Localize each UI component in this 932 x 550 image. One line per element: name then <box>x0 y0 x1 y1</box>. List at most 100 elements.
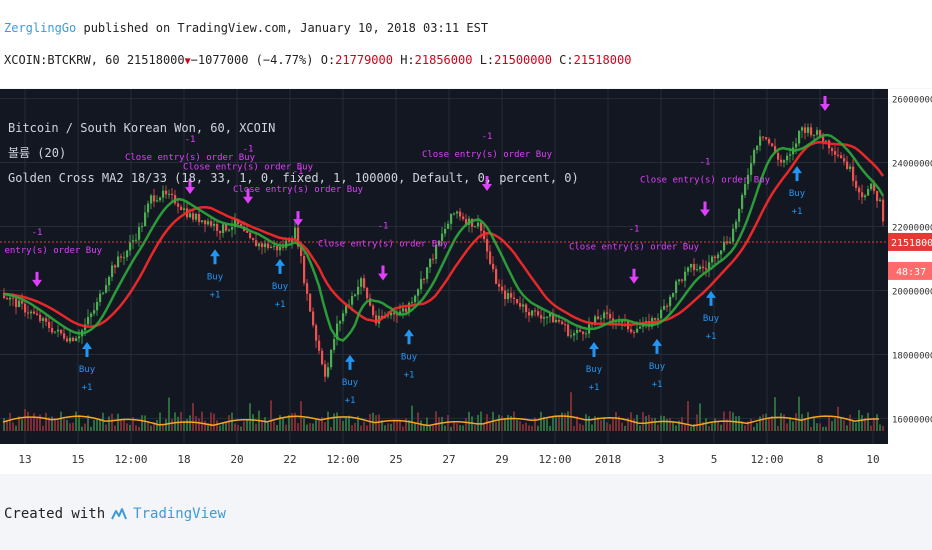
candle-body <box>387 315 390 317</box>
candle-body <box>861 192 864 198</box>
volume-bar <box>165 419 167 431</box>
candle-body <box>711 256 714 263</box>
buy-signal[interactable]: Buy +1 <box>342 354 359 406</box>
candle-body <box>18 300 21 308</box>
volume-bar <box>786 423 788 431</box>
volume-bar <box>168 397 170 431</box>
volume-bar <box>411 405 413 431</box>
candle-body <box>135 239 138 241</box>
candle-body <box>813 134 816 136</box>
volume-bar <box>810 426 812 431</box>
volume-bar <box>792 421 794 431</box>
volume-bar <box>393 419 395 431</box>
close-signal-qty: -1 <box>243 145 254 155</box>
volume-bar <box>690 426 692 431</box>
candle-body <box>558 319 561 322</box>
candle-body <box>180 206 183 210</box>
volume-bar <box>48 417 50 431</box>
volume-bar <box>783 414 785 431</box>
time-axis[interactable] <box>0 444 888 474</box>
created-with-label: Created with <box>4 506 106 522</box>
candle-body <box>144 212 147 227</box>
volume-bar <box>42 425 44 431</box>
close-arrow-icon <box>820 95 830 111</box>
candle-body <box>102 292 105 294</box>
tradingview-brand-link[interactable]: TradingView <box>133 506 226 522</box>
y-tick-label: 16000000 <box>892 415 932 425</box>
buy-signal[interactable]: Buy +1 <box>789 166 806 217</box>
candle-body <box>732 228 735 242</box>
volume-bar <box>93 419 95 431</box>
plot-area[interactable] <box>0 89 888 444</box>
volume-bar <box>744 425 746 431</box>
candle-body <box>279 246 282 251</box>
volume-bar <box>750 418 752 431</box>
candle-body <box>687 267 690 272</box>
volume-bar <box>3 418 5 431</box>
candle-body <box>702 266 705 269</box>
author-link[interactable]: ZerglingGo <box>4 21 77 35</box>
volume-bar <box>129 424 131 431</box>
volume-bar <box>879 424 881 431</box>
volume-bar <box>606 422 608 431</box>
volume-bar <box>453 421 455 431</box>
candle-body <box>282 246 285 248</box>
buy-signal[interactable]: Buy +1 <box>649 338 666 390</box>
volume-bar <box>882 425 884 431</box>
volume-bar <box>444 425 446 431</box>
candle-body <box>834 151 837 155</box>
close-arrow-icon <box>378 265 388 281</box>
symbol-label: XCOIN:BTCKRW, 60 <box>4 53 120 67</box>
candle-body <box>522 304 525 307</box>
candle-body <box>117 256 120 268</box>
volume-bar <box>396 420 398 431</box>
volume-bar <box>594 416 596 431</box>
volume-bar <box>216 420 218 431</box>
candle-body <box>816 130 819 135</box>
volume-bar <box>705 418 707 431</box>
candle-body <box>153 195 156 202</box>
x-tick-label: 12:00 <box>538 453 571 466</box>
price-axis[interactable] <box>888 89 932 474</box>
buy-signal[interactable]: Buy +1 <box>79 342 96 393</box>
buy-signal[interactable]: Buy +1 <box>401 329 418 380</box>
candle-body <box>516 298 519 304</box>
price-chart[interactable]: 26000000 24000000 22000000 20000000 18000000… <box>0 89 932 474</box>
buy-signal[interactable]: Buy +1 <box>586 342 603 393</box>
candle-body <box>303 255 306 284</box>
close-arrow-icon <box>32 271 42 287</box>
volume-bar <box>720 424 722 431</box>
candle-body <box>669 296 672 307</box>
volume-bar <box>435 411 437 431</box>
buy-signal[interactable]: Buy +1 <box>272 258 289 310</box>
volume-bar <box>207 423 209 431</box>
candle-body <box>807 127 810 133</box>
candle-body <box>423 278 426 280</box>
legend-line3: Golden Cross MA2 18/33 (18, 33, 1, 0, fi… <box>8 171 579 185</box>
volume-bar <box>663 415 665 431</box>
candle-body <box>33 311 36 314</box>
volume-bar <box>159 412 161 431</box>
candle-body <box>531 310 534 316</box>
buy-signal[interactable]: Buy +1 <box>703 290 720 342</box>
candle-body <box>45 318 48 322</box>
volume-bar <box>441 416 443 431</box>
candle-body <box>318 340 321 351</box>
volume-bar <box>855 422 857 431</box>
volume-bar <box>423 424 425 431</box>
candle-body <box>753 150 756 164</box>
buy-signal[interactable]: Buy +1 <box>207 249 224 300</box>
volume-bar <box>570 392 572 431</box>
buy-arrow-icon <box>589 342 599 358</box>
buy-arrow-icon <box>210 249 220 265</box>
candle-body <box>441 233 444 241</box>
